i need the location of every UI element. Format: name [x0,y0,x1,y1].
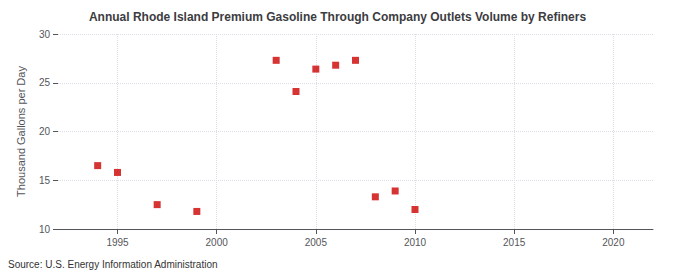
svg-text:2010: 2010 [404,237,427,248]
svg-text:2005: 2005 [305,237,328,248]
svg-text:15: 15 [39,175,51,186]
svg-text:2020: 2020 [602,237,625,248]
svg-text:2000: 2000 [206,237,229,248]
svg-text:Source: U.S. Energy Informatio: Source: U.S. Energy Information Administ… [8,259,218,270]
svg-text:20: 20 [39,126,51,137]
svg-text:25: 25 [39,77,51,88]
svg-text:1995: 1995 [106,237,129,248]
svg-text:Annual Rhode Island Premium Ga: Annual Rhode Island Premium Gasoline Thr… [89,10,587,24]
svg-text:2015: 2015 [503,237,526,248]
svg-text:30: 30 [39,29,51,40]
svg-text:Thousand Gallons per Day: Thousand Gallons per Day [15,66,27,197]
svg-text:10: 10 [39,224,51,235]
